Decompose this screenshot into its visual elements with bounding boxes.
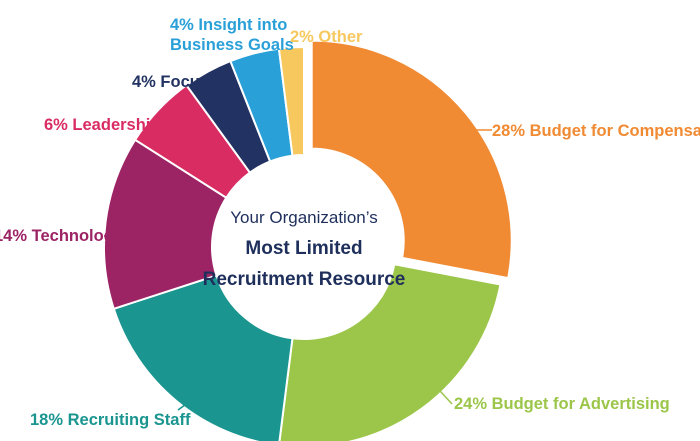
label-technology: 14% Technology bbox=[0, 227, 124, 245]
donut-slices bbox=[103, 39, 513, 441]
label-line2-insight-into-business-goals: Business Goals bbox=[170, 36, 294, 54]
label-recruiting-staff: 18% Recruiting Staff bbox=[30, 411, 191, 429]
label-other: 2% Other bbox=[290, 28, 363, 46]
label-leadership: 6% Leadership bbox=[44, 116, 160, 134]
slice-budget-for-compensation bbox=[310, 39, 513, 280]
label-leaders bbox=[104, 59, 492, 411]
label-budget-for-advertising: 24% Budget for Advertising bbox=[454, 395, 670, 413]
leader-line-budget-for-advertising bbox=[429, 379, 453, 405]
leader-line-insight-into-business-goals bbox=[253, 59, 259, 85]
label-focus: 4% Focus bbox=[132, 73, 209, 91]
label-insight-into-business-goals: 4% Insight into bbox=[170, 16, 287, 34]
center-title-line2: Most Limited bbox=[245, 238, 362, 259]
label-budget-for-compensation: 28% Budget for Compensation bbox=[492, 122, 700, 140]
slice-other bbox=[277, 45, 305, 157]
center-title-line3: Recruitment Resource bbox=[203, 269, 406, 290]
slice-labels: 28% Budget for Compensation 24% Budget fo… bbox=[0, 16, 700, 429]
leader-line-recruiting-staff bbox=[177, 393, 201, 411]
center-title-line1: Your Organization’s bbox=[230, 208, 377, 227]
leader-line-leadership bbox=[155, 123, 177, 137]
slice-budget-for-advertising bbox=[278, 263, 502, 441]
slice-recruiting-staff bbox=[112, 274, 294, 441]
leader-line-focus bbox=[203, 81, 221, 105]
